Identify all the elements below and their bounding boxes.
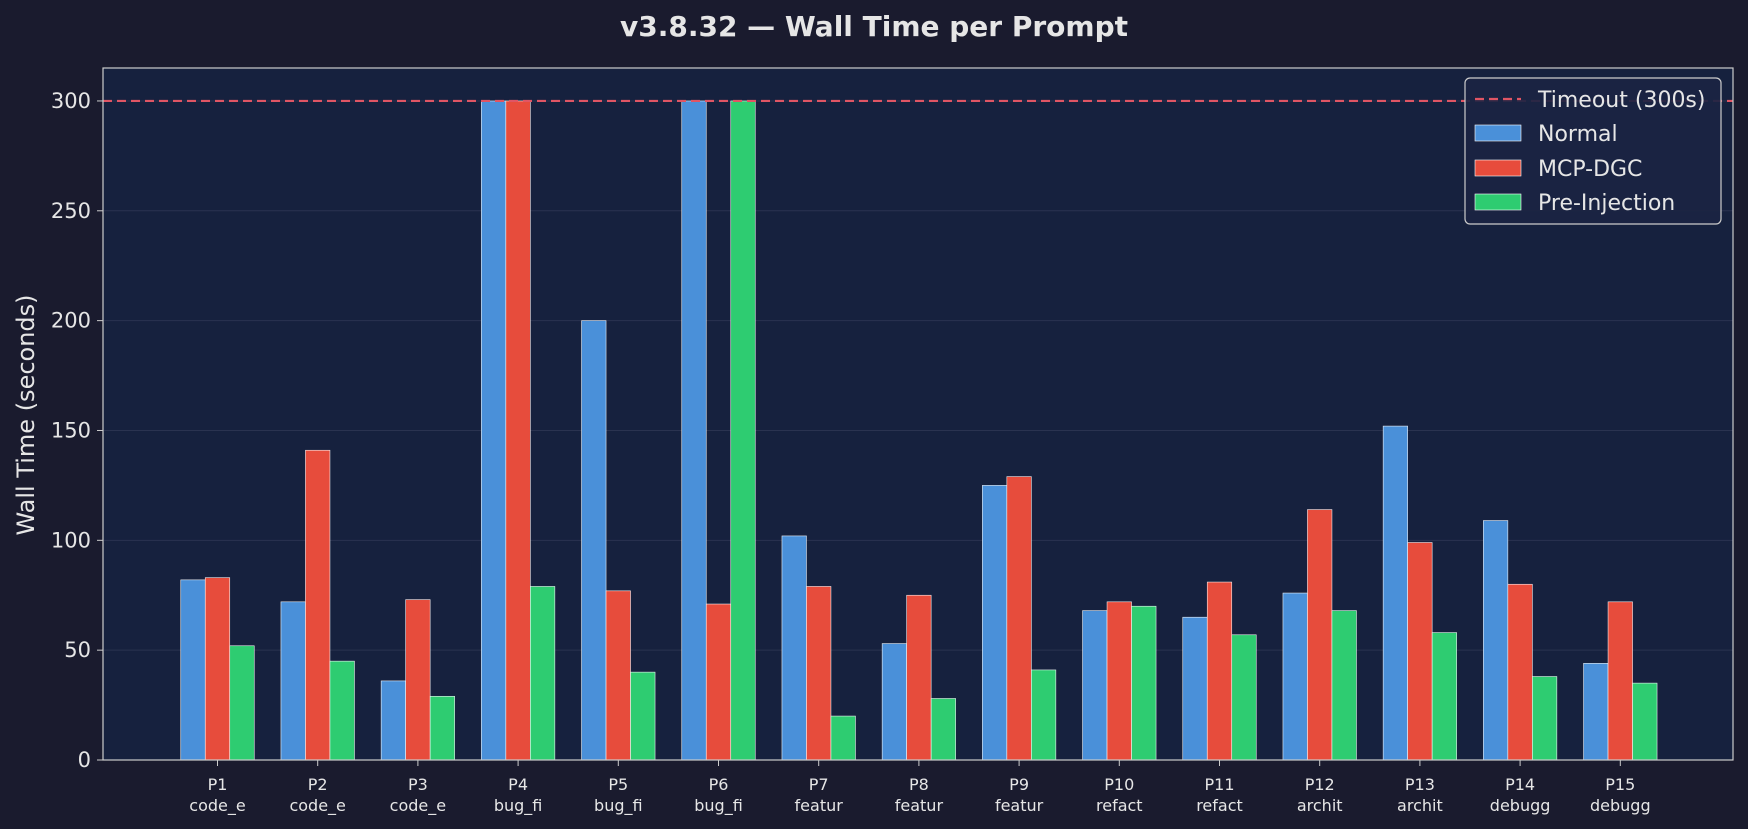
bar-normal-p7	[781, 535, 807, 761]
bar-pre-injection-p2	[329, 660, 355, 761]
bar-normal-p10	[1082, 610, 1108, 761]
bar-normal-p14	[1483, 520, 1509, 761]
legend-swatch-mcp-dgc	[1474, 159, 1522, 177]
bar-normal-p3	[380, 680, 406, 761]
x-tick-id: P12	[1305, 775, 1335, 794]
bar-mcp-dgc-p1	[204, 577, 231, 761]
x-tick-category: debugg	[1490, 796, 1551, 815]
x-tick-category: debugg	[1590, 796, 1651, 815]
x-tick-category: refact	[1096, 796, 1143, 815]
y-tick-label: 100	[51, 528, 91, 552]
y-ticks: 0 50 100 150 200 250 300	[51, 89, 103, 772]
bar-mcp-dgc-p2	[305, 449, 331, 761]
chart-title: v3.8.32 — Wall Time per Prompt	[620, 10, 1128, 43]
x-tick-category: refact	[1196, 796, 1243, 815]
bar-mcp-dgc-p3	[405, 599, 431, 761]
bars	[180, 100, 1658, 761]
bar-normal-p15	[1583, 663, 1609, 761]
y-tick-label: 150	[51, 418, 91, 442]
bar-pre-injection-p5	[630, 671, 656, 761]
bar-mcp-dgc-p8	[906, 594, 932, 761]
bar-pre-injection-p1	[229, 645, 255, 761]
x-tick-category: bug_fi	[694, 796, 743, 816]
x-tick-id: P10	[1104, 775, 1134, 794]
legend: Timeout (300s) Normal MCP-DGC Pre-Injection	[1464, 77, 1722, 225]
x-tick-category: code_e	[390, 796, 446, 816]
legend-label-timeout: Timeout (300s)	[1537, 88, 1705, 113]
bar-pre-injection-p13	[1431, 632, 1457, 761]
y-tick-label: 200	[51, 309, 91, 333]
bar-mcp-dgc-p7	[806, 586, 832, 761]
x-tick-id: P2	[308, 775, 328, 794]
bar-pre-injection-p12	[1331, 610, 1357, 761]
bar-normal-p1	[180, 579, 206, 761]
bar-pre-injection-p11	[1231, 634, 1257, 761]
bar-normal-p5	[581, 320, 607, 761]
y-tick-label: 50	[64, 638, 91, 662]
bar-pre-injection-p3	[429, 695, 455, 761]
bar-pre-injection-p9	[1031, 669, 1057, 761]
x-tick-id: P8	[909, 775, 929, 794]
legend-label-pre-injection: Pre-Injection	[1538, 191, 1675, 216]
bar-pre-injection-p7	[830, 715, 856, 761]
bar-mcp-dgc-p11	[1206, 581, 1233, 761]
bar-mcp-dgc-p14	[1507, 583, 1533, 761]
bar-mcp-dgc-p6	[705, 603, 732, 761]
bar-mcp-dgc-p10	[1106, 601, 1132, 761]
x-tick-id: P3	[408, 775, 428, 794]
x-tick-category: archit	[1297, 796, 1343, 815]
x-tick-id: P14	[1505, 775, 1535, 794]
x-tick-id: P11	[1204, 775, 1234, 794]
bar-mcp-dgc-p9	[1006, 476, 1032, 761]
bar-pre-injection-p4	[530, 586, 556, 761]
bar-normal-p13	[1382, 425, 1408, 761]
x-tick-category: archit	[1397, 796, 1443, 815]
y-axis-label: Wall Time (seconds)	[12, 294, 40, 535]
legend-label-normal: Normal	[1538, 122, 1618, 147]
bar-normal-p8	[881, 643, 907, 761]
legend-box	[1464, 77, 1722, 225]
bar-normal-p4	[481, 100, 507, 761]
axes	[102, 67, 1734, 761]
bar-normal-p9	[982, 485, 1008, 761]
x-tick-id: P7	[809, 775, 829, 794]
bar-pre-injection-p14	[1532, 676, 1558, 761]
y-tick-label: 250	[51, 199, 91, 223]
bar-mcp-dgc-p4	[505, 100, 531, 761]
y-tick-label: 300	[51, 89, 91, 113]
bar-pre-injection-p15	[1632, 682, 1658, 761]
legend-swatch-pre-injection	[1474, 193, 1522, 211]
bar-pre-injection-p8	[930, 698, 956, 761]
x-tick-category: code_e	[289, 796, 345, 816]
legend-swatch-normal	[1474, 124, 1522, 142]
x-tick-category: featur	[795, 796, 844, 815]
x-tick-id: P13	[1405, 775, 1435, 794]
bar-mcp-dgc-p12	[1307, 509, 1333, 761]
plot-frame	[102, 67, 1734, 761]
bar-normal-p12	[1282, 592, 1308, 761]
bar-pre-injection-p10	[1131, 605, 1157, 761]
bar-pre-injection-p6	[730, 100, 756, 761]
x-tick-category: featur	[895, 796, 944, 815]
bar-mcp-dgc-p5	[605, 590, 631, 761]
x-tick-category: bug_fi	[594, 796, 643, 816]
x-tick-id: P15	[1605, 775, 1635, 794]
x-ticks: P1 code_e P2 code_e P3 code_e P4 bug_fi P5 bug_fi…	[189, 760, 1651, 816]
bar-normal-p2	[280, 601, 306, 761]
bar-mcp-dgc-p15	[1607, 601, 1633, 761]
x-tick-id: P1	[208, 775, 228, 794]
y-tick-label: 0	[78, 748, 91, 772]
x-tick-id: P9	[1009, 775, 1029, 794]
bar-mcp-dgc-p13	[1407, 542, 1433, 761]
x-tick-category: bug_fi	[494, 796, 543, 816]
x-tick-id: P6	[709, 775, 729, 794]
x-tick-id: P5	[608, 775, 628, 794]
bar-normal-p11	[1182, 616, 1208, 761]
x-tick-id: P4	[508, 775, 528, 794]
bar-normal-p6	[681, 100, 707, 761]
legend-label-mcp-dgc: MCP-DGC	[1538, 157, 1642, 182]
x-tick-category: code_e	[189, 796, 245, 816]
x-tick-category: featur	[995, 796, 1044, 815]
